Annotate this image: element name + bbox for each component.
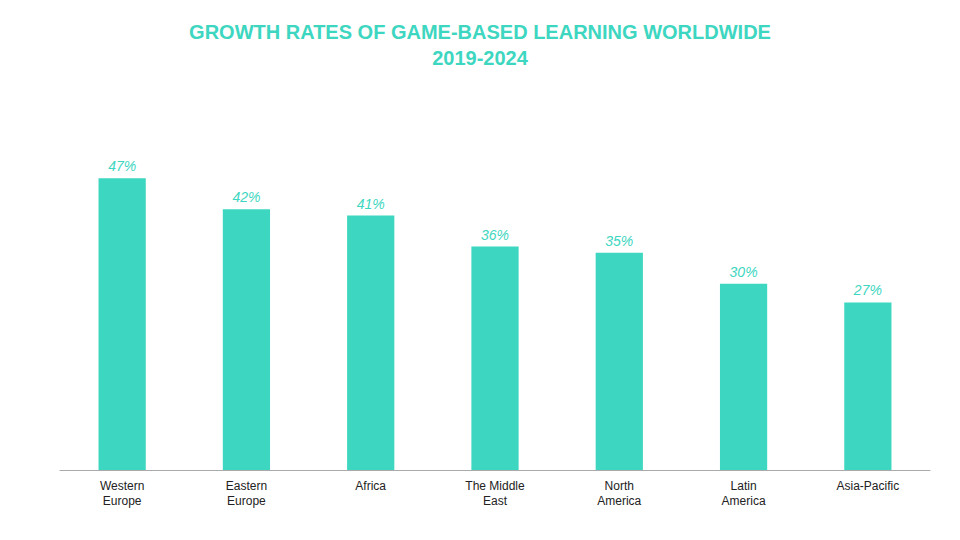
svg-text:36%: 36% — [481, 227, 509, 243]
svg-text:Eastern: Eastern — [226, 479, 267, 493]
svg-text:Africa: Africa — [355, 479, 386, 493]
svg-text:30%: 30% — [730, 264, 758, 280]
svg-text:America: America — [722, 494, 766, 508]
svg-text:35%: 35% — [605, 233, 633, 249]
svg-text:2019-2024: 2019-2024 — [432, 47, 529, 69]
svg-text:Europe: Europe — [227, 494, 266, 508]
svg-text:Europe: Europe — [103, 494, 142, 508]
svg-text:27%: 27% — [853, 282, 882, 298]
svg-text:North: North — [605, 479, 634, 493]
svg-text:East: East — [483, 494, 508, 508]
svg-text:47%: 47% — [108, 158, 136, 174]
svg-text:42%: 42% — [232, 189, 260, 205]
svg-text:The Middle: The Middle — [465, 479, 525, 493]
svg-text:America: America — [597, 494, 641, 508]
svg-text:Asia-Pacific: Asia-Pacific — [837, 479, 900, 493]
svg-text:GROWTH RATES OF GAME-BASED LEA: GROWTH RATES OF GAME-BASED LEARNING WORL… — [189, 21, 771, 43]
svg-text:Western: Western — [100, 479, 144, 493]
svg-text:41%: 41% — [357, 196, 385, 212]
svg-text:Latin: Latin — [731, 479, 757, 493]
